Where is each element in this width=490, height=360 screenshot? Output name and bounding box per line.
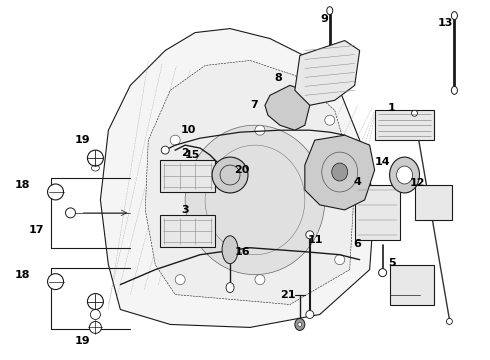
Ellipse shape [325,115,335,125]
Text: 6: 6 [354,239,362,249]
Ellipse shape [390,157,419,193]
Ellipse shape [255,275,265,285]
Ellipse shape [412,110,417,116]
Ellipse shape [212,157,248,193]
Ellipse shape [295,319,305,330]
Text: 3: 3 [181,205,189,215]
Ellipse shape [48,274,64,289]
Polygon shape [100,28,375,328]
Text: 18: 18 [15,270,30,280]
Text: 11: 11 [308,235,323,245]
Ellipse shape [185,125,325,275]
Ellipse shape [161,146,169,154]
Text: 2: 2 [181,148,189,158]
Ellipse shape [226,283,234,293]
Ellipse shape [306,310,314,319]
Bar [375,110,435,140]
Ellipse shape [451,12,457,20]
Text: 15: 15 [184,150,200,160]
Ellipse shape [451,86,457,94]
Text: 9: 9 [321,14,329,24]
Ellipse shape [298,323,302,327]
Bar [355,185,399,240]
Ellipse shape [332,163,348,181]
Text: 20: 20 [234,165,250,175]
Bar [160,160,215,192]
Polygon shape [295,41,360,105]
Polygon shape [145,60,355,305]
Text: 21: 21 [280,289,295,300]
Ellipse shape [48,184,64,200]
Text: 13: 13 [438,18,453,28]
Polygon shape [265,85,310,130]
Ellipse shape [90,321,101,333]
Ellipse shape [335,255,345,265]
Ellipse shape [446,319,452,324]
Text: 17: 17 [29,225,44,235]
Text: 1: 1 [388,103,395,113]
Text: 4: 4 [354,177,362,187]
Text: 19: 19 [74,336,90,346]
Text: 10: 10 [180,125,196,135]
Ellipse shape [66,208,75,218]
Ellipse shape [175,275,185,285]
Ellipse shape [87,293,103,310]
Text: 19: 19 [74,135,90,145]
Ellipse shape [170,135,180,145]
Text: 7: 7 [250,100,258,110]
Polygon shape [305,135,375,210]
Ellipse shape [306,231,314,239]
Text: 16: 16 [234,247,250,257]
Text: 5: 5 [388,258,395,268]
Text: 14: 14 [375,157,391,167]
Ellipse shape [396,166,413,184]
Ellipse shape [379,269,387,276]
Text: 18: 18 [15,180,30,190]
Text: 12: 12 [410,178,425,188]
Text: 8: 8 [274,73,282,84]
Ellipse shape [87,150,103,166]
Bar [415,185,452,220]
Ellipse shape [255,125,265,135]
Bar [160,215,215,247]
Bar [390,265,435,305]
Ellipse shape [327,7,333,15]
Ellipse shape [222,236,238,264]
